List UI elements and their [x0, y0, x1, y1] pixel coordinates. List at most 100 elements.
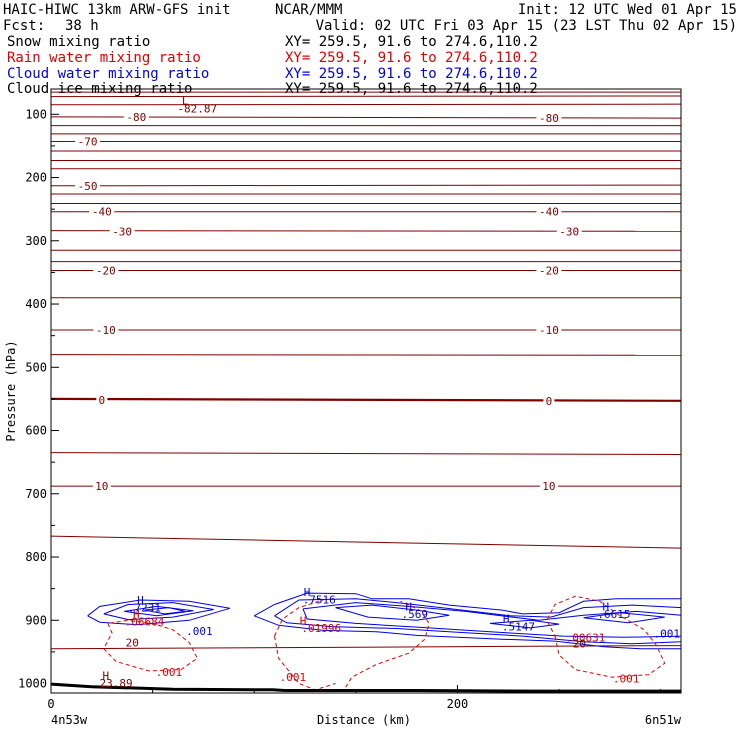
chart-header: HAIC-HIWC 13km ARW-GFS init NCAR/MMM Ini… — [3, 2, 737, 97]
isotherm-label-bg-10 — [93, 323, 119, 336]
isotherm-label-bg-5 — [536, 205, 562, 218]
contour-annotation-4: H — [137, 594, 144, 607]
terrain-surface — [50, 682, 681, 693]
contour-annotation-19: .5147 — [502, 621, 535, 634]
isotherm-label-8: -20 — [96, 265, 116, 278]
contour-annotation-21: .6615 — [597, 608, 630, 621]
isotherm-label-bg-0 — [123, 110, 149, 123]
x-axis-title: Distance (km) — [317, 713, 411, 727]
contour-annotation-1: -82.87 — [177, 103, 217, 116]
isotherm-22 — [50, 452, 682, 456]
contour-labels: -80 -80-70-50-40 -40-30 -30-20 -20-10 -100 010… — [75, 94, 681, 690]
isotherm-label-bg-3 — [75, 179, 101, 192]
field-xy-snow: XY= 259.5, 91.6 to 274.6,110.2 — [285, 34, 538, 50]
contour-annotation-2: H — [103, 669, 110, 682]
y-tick-label-7: 800 — [25, 550, 47, 564]
contour-annotation-6: H — [133, 608, 140, 621]
forecast-label: Fcst: — [3, 18, 45, 34]
x-tick-label-0: 0 — [47, 697, 54, 711]
cloud-contour-7 — [335, 604, 450, 621]
contour-annotation-14: .01996 — [301, 622, 341, 635]
plot-frame — [50, 88, 682, 694]
rain-contour-3 — [345, 600, 430, 688]
y-tick-label-5: 600 — [25, 424, 47, 438]
isotherm-label-bg-9 — [536, 264, 562, 277]
model-title: HAIC-HIWC 13km ARW-GFS init — [3, 2, 231, 18]
rain-contour-1 — [274, 636, 336, 691]
isotherm-24 — [50, 535, 682, 549]
isotherm-label-5: -40 — [539, 206, 559, 219]
terrain-line — [50, 682, 681, 693]
isotherm-label-10: -10 — [96, 324, 116, 337]
y-tick-label-6: 700 — [25, 487, 47, 501]
isotherm-2 — [50, 103, 682, 106]
contour-annotation-13: H — [300, 614, 307, 627]
org-label: NCAR/MMM — [275, 2, 342, 18]
y-tick-label-8: 900 — [25, 613, 47, 627]
contour-annotation-24: .001 — [654, 628, 681, 641]
rain-contour-2 — [274, 599, 324, 637]
isotherm-label-bg-14 — [92, 480, 111, 493]
isotherm-label-4: -40 — [92, 206, 112, 219]
isotherm-label-bg-15 — [539, 480, 558, 493]
y-axis-title: Pressure (hPa) — [4, 340, 18, 441]
contour-annotation-23: 20 — [573, 638, 586, 651]
cloud-contour-1 — [103, 602, 214, 621]
isotherm-label-bg-1 — [536, 112, 562, 125]
isotherm-label-12: 0 — [98, 394, 105, 407]
isotherm-label-14: 10 — [95, 480, 108, 493]
field-xy-cloud-water: XY= 259.5, 91.6 to 274.6,110.2 — [285, 66, 538, 82]
valid-time: Valid: 02 UTC Fri 03 Apr 15 (23 LST Thu … — [316, 18, 737, 34]
contour-annotation-9: 20 — [126, 636, 139, 649]
isotherm-label-bg-7 — [556, 225, 582, 238]
cloud-contour-8 — [489, 619, 560, 629]
field-name-cloud-water: Cloud water mixing ratio — [7, 66, 209, 82]
y-tick-label-1: 200 — [25, 171, 47, 185]
contour-annotation-8: .001 — [186, 625, 213, 638]
contour-annotation-5: .7231 — [128, 602, 161, 615]
y-tick-label-3: 400 — [25, 297, 47, 311]
contour-annotation-12: .7516 — [303, 593, 336, 606]
isotherm-3 — [50, 116, 682, 119]
plot-area: -80 -80-70-50-40 -40-30 -30-20 -20-10 -100 010… — [18, 88, 682, 711]
contour-annotation-22: .00631 — [566, 631, 606, 644]
field-name-snow: Snow mixing ratio — [7, 34, 150, 50]
isotherm-label-0: -80 — [126, 111, 146, 124]
cloud-contour-9 — [583, 612, 665, 624]
contour-annotation-3: 23.89 — [99, 677, 132, 690]
contour-annotation-17: .569 — [402, 608, 429, 621]
init-time: Init: 12 UTC Wed 01 Apr 15 — [518, 2, 737, 18]
forecast-hours: 38 h — [65, 18, 99, 34]
temperature-contours — [50, 91, 682, 650]
contour-annotation-10: .001 — [156, 666, 183, 679]
rain-contour-0 — [103, 619, 198, 672]
isotherm-14 — [50, 230, 682, 232]
isotherm-label-bg-12 — [96, 394, 108, 407]
cloud-contour-4 — [253, 592, 682, 650]
isotherm-label-7: -30 — [559, 225, 579, 238]
y-tick-label-0: 100 — [25, 107, 47, 121]
contour-annotation-16: H — [405, 600, 412, 613]
contour-annotation-11: H — [304, 586, 311, 599]
isotherm-label-bg-6 — [109, 225, 135, 238]
isotherm-label-bg-8 — [93, 264, 119, 277]
isotherm-25 — [50, 645, 682, 650]
isotherm-label-11: -10 — [539, 324, 559, 337]
isotherm-label-3: -50 — [78, 180, 98, 193]
isotherm-label-6: -30 — [112, 225, 132, 238]
isotherm-20 — [50, 354, 682, 356]
isotherm-10 — [50, 184, 682, 187]
isotherm-21 — [50, 397, 682, 402]
contour-annotation-25: .001 — [613, 672, 640, 685]
field-xy-rain: XY= 259.5, 91.6 to 274.6,110.2 — [285, 50, 538, 66]
y-tick-label-9: 1000 — [18, 677, 47, 691]
isotherm-label-15: 10 — [542, 480, 555, 493]
isotherm-label-bg-4 — [89, 205, 115, 218]
y-tick-label-2: 300 — [25, 234, 47, 248]
contour-annotation-15: .001 — [280, 671, 307, 684]
isotherm-label-bg-13 — [543, 394, 555, 407]
contour-annotation-7: .06684 — [125, 616, 165, 629]
cloud-contour-2 — [124, 605, 194, 617]
